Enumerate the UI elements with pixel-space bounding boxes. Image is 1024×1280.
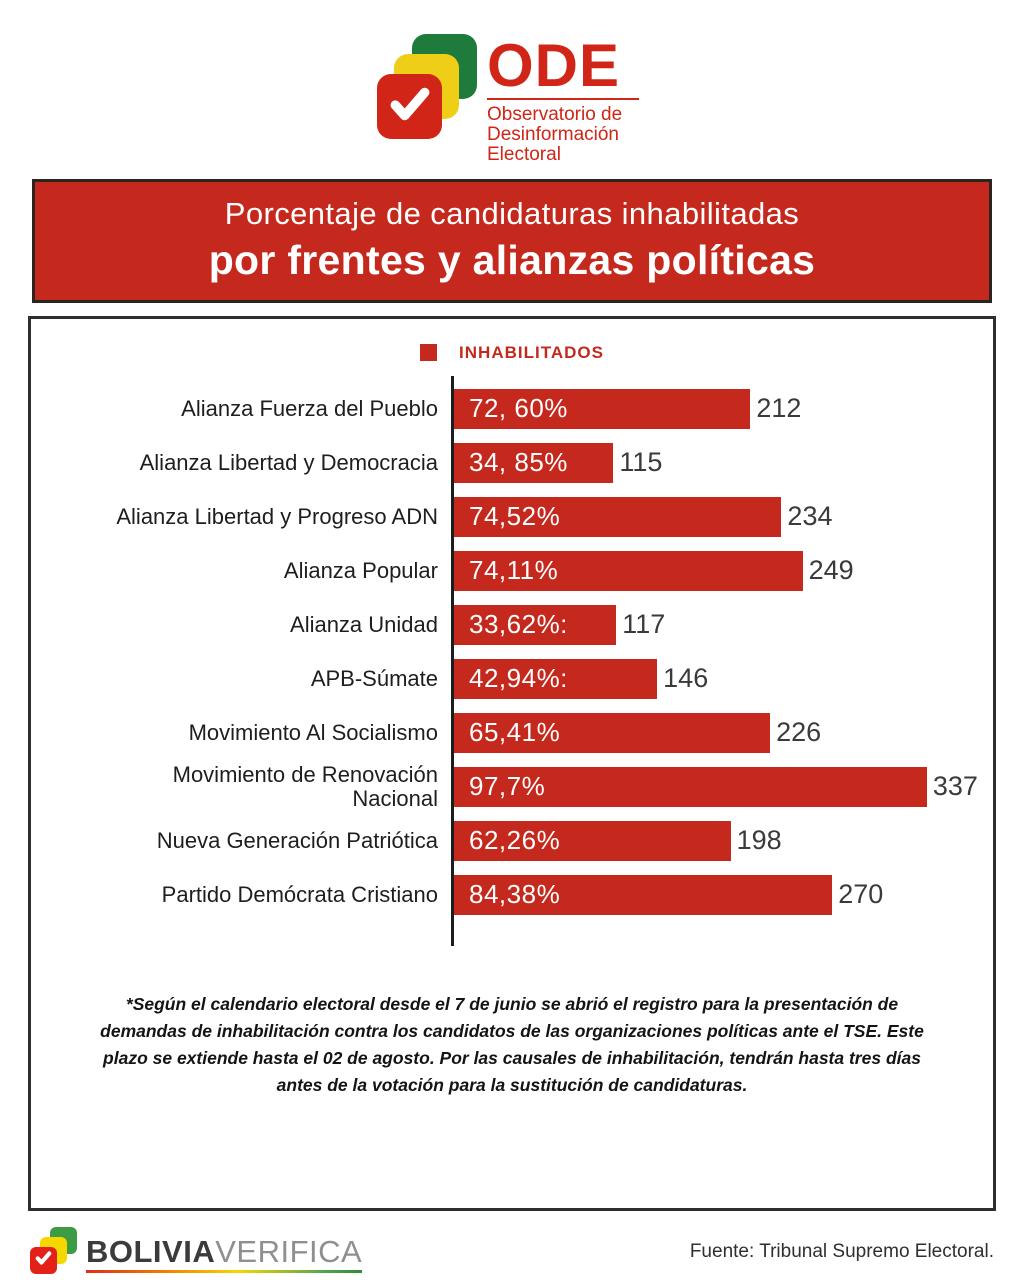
chart-container: INHABILITADOS Alianza Fuerza del Pueblo … xyxy=(28,315,996,1211)
chart-row: Alianza Fuerza del Pueblo 72, 60% 212 xyxy=(31,388,993,429)
bar: 62,26% xyxy=(451,820,731,861)
bar-percent-label: 84,38% xyxy=(469,879,561,910)
checkmark-icon xyxy=(389,86,431,127)
ode-logo-rule xyxy=(487,98,639,101)
ode-logo-squares xyxy=(377,34,477,140)
bar-percent-label: 34, 85% xyxy=(469,447,568,478)
source-text: Fuente: Tribunal Supremo Electoral. xyxy=(689,1240,994,1262)
chart-legend: INHABILITADOS xyxy=(31,343,993,363)
red-square xyxy=(30,1246,57,1274)
legend-swatch xyxy=(420,344,438,362)
bar-chart: Alianza Fuerza del Pueblo 72, 60% 212 Al… xyxy=(31,375,993,946)
bar: 97,7% xyxy=(451,766,927,807)
bolivia-verifica-logo: BOLIVIAVERIFICA xyxy=(30,1226,363,1275)
ode-logo-subtitle-line3: Electoral xyxy=(487,144,561,166)
category-label: Alianza Fuerza del Pueblo xyxy=(181,396,438,422)
bar-value-label: 198 xyxy=(736,825,782,856)
checkmark-icon xyxy=(35,1250,52,1270)
bar-area: 74,11% 249 xyxy=(451,550,993,591)
chart-row: Partido Demócrata Cristiano 84,38% 270 xyxy=(31,874,993,915)
bar-value-label: 115 xyxy=(619,447,663,478)
bar: 72, 60% xyxy=(451,388,751,429)
chart-row: APB-Súmate 42,94%: 146 xyxy=(31,658,993,699)
axis-line xyxy=(451,375,454,946)
brand-gradient-underline xyxy=(86,1269,363,1273)
bar-value-label: 270 xyxy=(838,879,884,910)
category-label: Partido Demócrata Cristiano xyxy=(161,882,438,908)
category-label: APB-Súmate xyxy=(310,666,438,692)
title-banner: Porcentaje de candidaturas inhabilitadas… xyxy=(32,178,992,303)
bolivia-verifica-squares xyxy=(30,1226,78,1275)
ode-logo-subtitle-line2: Desinformación xyxy=(487,124,619,146)
bar-value-label: 226 xyxy=(776,717,822,748)
bar-percent-label: 97,7% xyxy=(469,771,546,802)
bolivia-verifica-text: BOLIVIAVERIFICA xyxy=(86,1236,362,1267)
category-label: Movimiento de Renovación Nacional xyxy=(172,762,438,811)
bar: 84,38% xyxy=(451,874,833,915)
ode-logo: ODE Observatorio de Desinformación Elect… xyxy=(0,0,1024,166)
ode-logo-title: ODE xyxy=(487,32,621,99)
chart-row: Movimiento de Renovación Nacional 97,7% … xyxy=(31,763,993,809)
chart-row: Alianza Unidad 33,62%: 117 xyxy=(31,604,993,645)
category-label: Alianza Unidad xyxy=(290,612,438,638)
category-label: Movimiento Al Socialismo xyxy=(188,720,438,746)
bar-value-label: 337 xyxy=(932,771,978,802)
red-square xyxy=(377,74,442,139)
bar-percent-label: 42,94%: xyxy=(469,663,568,694)
chart-row: Alianza Libertad y Progreso ADN 74,52% 2… xyxy=(31,496,993,537)
ode-logo-subtitle-line1: Observatorio de xyxy=(487,104,623,126)
bar: 74,11% xyxy=(451,550,803,591)
bolivia-verifica-wordmark: BOLIVIAVERIFICA xyxy=(86,1236,363,1275)
footnote-text: *Según el calendario electoral desde el … xyxy=(100,993,924,1096)
bar: 65,41% xyxy=(451,712,771,753)
bar-value-label: 249 xyxy=(808,555,854,586)
chart-row: Movimiento Al Socialismo 65,41% 226 xyxy=(31,712,993,753)
chart-row: Alianza Libertad y Democracia 34, 85% 11… xyxy=(31,442,993,483)
brand-verifica: VERIFICA xyxy=(215,1233,363,1269)
bar-percent-label: 74,11% xyxy=(469,555,559,586)
ode-logo-text: ODE Observatorio de Desinformación Elect… xyxy=(487,34,647,166)
bar-value-label: 234 xyxy=(787,501,833,532)
title-line2: por frentes y alianzas políticas xyxy=(208,236,816,283)
page-footer: BOLIVIAVERIFICA Fuente: Tribunal Supremo… xyxy=(0,1211,1024,1275)
title-line1: Porcentaje de candidaturas inhabilitadas xyxy=(224,195,800,231)
bar-area: 34, 85% 115 xyxy=(451,442,993,483)
bar-area: 42,94%: 146 xyxy=(451,658,993,699)
chart-row: Nueva Generación Patriótica 62,26% 198 xyxy=(31,820,993,861)
legend-label: INHABILITADOS xyxy=(459,342,604,362)
category-label: Alianza Libertad y Democracia xyxy=(139,450,438,476)
bar: 74,52% xyxy=(451,496,782,537)
bar: 42,94%: xyxy=(451,658,658,699)
bar-area: 72, 60% 212 xyxy=(451,388,993,429)
bar-percent-label: 74,52% xyxy=(469,501,561,532)
bar: 33,62%: xyxy=(451,604,617,645)
bar-area: 97,7% 337 xyxy=(451,766,993,807)
bar-value-label: 117 xyxy=(622,609,666,640)
bar-value-label: 212 xyxy=(756,393,802,424)
bar-area: 62,26% 198 xyxy=(451,820,993,861)
category-label: Alianza Popular xyxy=(283,558,438,584)
bar: 34, 85% xyxy=(451,442,614,483)
bar-area: 65,41% 226 xyxy=(451,712,993,753)
bar-percent-label: 33,62%: xyxy=(469,609,568,640)
bar-percent-label: 65,41% xyxy=(469,717,561,748)
category-label: Nueva Generación Patriótica xyxy=(156,828,438,854)
category-label: Alianza Libertad y Progreso ADN xyxy=(116,504,438,530)
bar-area: 84,38% 270 xyxy=(451,874,993,915)
bar-percent-label: 72, 60% xyxy=(469,393,568,424)
chart-row: Alianza Popular 74,11% 249 xyxy=(31,550,993,591)
brand-bolivia: BOLIVIA xyxy=(86,1233,216,1269)
bar-percent-label: 62,26% xyxy=(469,825,561,856)
bar-area: 33,62%: 117 xyxy=(451,604,993,645)
bar-area: 74,52% 234 xyxy=(451,496,993,537)
bar-value-label: 146 xyxy=(663,663,709,694)
